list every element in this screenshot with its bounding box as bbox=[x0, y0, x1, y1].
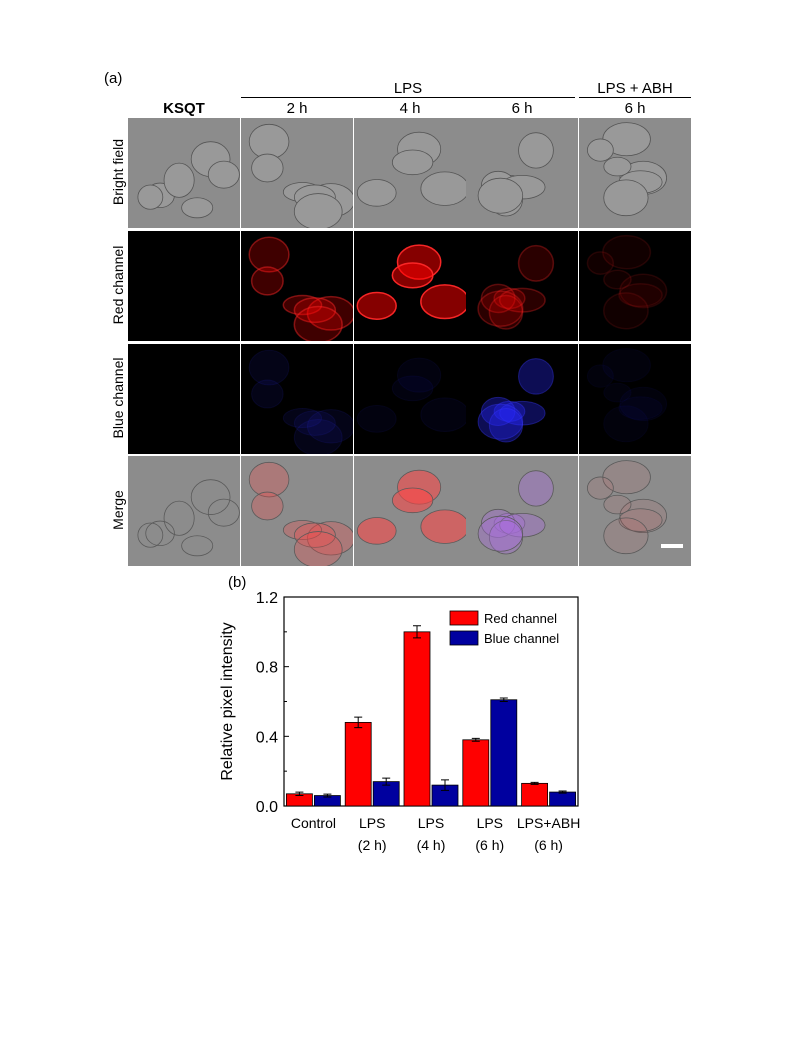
column-label-6h: 6 h bbox=[511, 100, 533, 117]
image-merge-lps-abh-6h bbox=[579, 456, 691, 566]
x-tick-label: Control bbox=[291, 815, 336, 831]
image-bright-field-lps-4h bbox=[354, 118, 466, 228]
group-line-lps-abh bbox=[579, 97, 691, 98]
error-bar-blue-1 bbox=[382, 777, 391, 786]
legend-label-blue: Blue channel bbox=[484, 631, 559, 646]
x-tick-label: LPS bbox=[477, 815, 503, 831]
image-merge-control bbox=[128, 456, 240, 566]
bar-red-1 bbox=[344, 721, 372, 807]
image-bright-field-lps-2h bbox=[241, 118, 353, 228]
image-red-channel-control bbox=[128, 231, 240, 341]
y-tick-label: 0.0 bbox=[256, 799, 278, 816]
panel-a-label: (a) bbox=[104, 70, 123, 87]
image-merge-lps-4h bbox=[354, 456, 466, 566]
image-blue-channel-lps-abh-6h bbox=[579, 344, 691, 454]
group-label-lps: LPS bbox=[393, 80, 423, 97]
image-bright-field-lps-abh-6h bbox=[579, 118, 691, 228]
error-bar-blue-2 bbox=[441, 779, 449, 791]
x-tick-label-line2: (6 h) bbox=[534, 837, 563, 853]
error-bar-red-4 bbox=[530, 781, 539, 785]
column-label-ksqt: KSQT bbox=[163, 100, 205, 117]
error-bar-red-3 bbox=[471, 737, 480, 742]
bar-red-4 bbox=[521, 782, 549, 807]
scale-bar bbox=[661, 544, 683, 548]
error-bar-red-1 bbox=[354, 716, 363, 729]
panel-b-label: (b) bbox=[228, 574, 247, 591]
row-label-merge: Merge bbox=[110, 490, 126, 530]
y-axis-label: Relative pixel intensity bbox=[219, 622, 236, 780]
x-tick-label: LPS bbox=[418, 815, 444, 831]
error-bar-blue-4 bbox=[558, 790, 567, 794]
bar-red-2 bbox=[403, 631, 431, 807]
row-label-blue-channel: Blue channel bbox=[110, 357, 126, 439]
bar-chart: 0.0 0.4 0.8 1.2 Control LPS (2 h) LPS (4 h) LPS (… bbox=[219, 590, 580, 853]
legend-swatch-red bbox=[449, 610, 479, 626]
group-label-lps-abh: LPS + ABH bbox=[597, 80, 673, 97]
y-axis: 0.0 0.4 0.8 1.2 bbox=[256, 590, 289, 816]
image-blue-channel-control bbox=[128, 344, 240, 454]
legend-label-red: Red channel bbox=[484, 611, 557, 626]
y-tick-label: 0.4 bbox=[256, 729, 278, 746]
y-tick-label: 0.8 bbox=[256, 660, 278, 677]
x-tick-label-line2: (6 h) bbox=[475, 837, 504, 853]
legend: Red channel Blue channel bbox=[449, 610, 559, 646]
bars bbox=[286, 625, 577, 807]
image-blue-channel-lps-4h bbox=[354, 344, 466, 454]
legend-swatch-blue bbox=[449, 630, 479, 646]
bar-blue-1 bbox=[372, 781, 400, 807]
image-merge-lps-6h bbox=[466, 456, 578, 566]
image-red-channel-lps-2h bbox=[241, 231, 353, 341]
x-tick-label: LPS bbox=[359, 815, 385, 831]
error-bar-red-0 bbox=[295, 791, 304, 797]
image-bright-field-lps-6h bbox=[466, 118, 578, 228]
image-blue-channel-lps-6h bbox=[466, 344, 578, 454]
x-tick-label: LPS+ABH bbox=[517, 815, 580, 831]
row-label-bright-field: Bright field bbox=[110, 138, 126, 206]
image-red-channel-lps-abh-6h bbox=[579, 231, 691, 341]
y-tick-label: 1.2 bbox=[256, 590, 278, 607]
image-bright-field-control bbox=[128, 118, 240, 228]
image-blue-channel-lps-2h bbox=[241, 344, 353, 454]
column-label-4h: 4 h bbox=[399, 100, 421, 117]
image-merge-lps-2h bbox=[241, 456, 353, 566]
error-bar-red-2 bbox=[413, 625, 421, 639]
column-label-abh-6h: 6 h bbox=[624, 100, 646, 117]
image-red-channel-lps-4h bbox=[354, 231, 466, 341]
bar-blue-3 bbox=[490, 699, 518, 807]
bar-blue-4 bbox=[549, 791, 577, 807]
row-label-red-channel: Red channel bbox=[110, 245, 126, 325]
error-bar-blue-3 bbox=[499, 697, 508, 702]
group-line-lps bbox=[241, 97, 575, 98]
x-tick-label-line2: (2 h) bbox=[358, 837, 387, 853]
image-red-channel-lps-6h bbox=[466, 231, 578, 341]
column-label-2h: 2 h bbox=[286, 100, 308, 117]
x-tick-label-line2: (4 h) bbox=[417, 837, 446, 853]
bar-red-3 bbox=[462, 739, 490, 807]
x-axis-labels: Control LPS (2 h) LPS (4 h) LPS (6 h) LPS+ABH (6… bbox=[291, 815, 580, 853]
error-bar-blue-0 bbox=[323, 793, 332, 798]
plot-frame bbox=[283, 596, 579, 807]
